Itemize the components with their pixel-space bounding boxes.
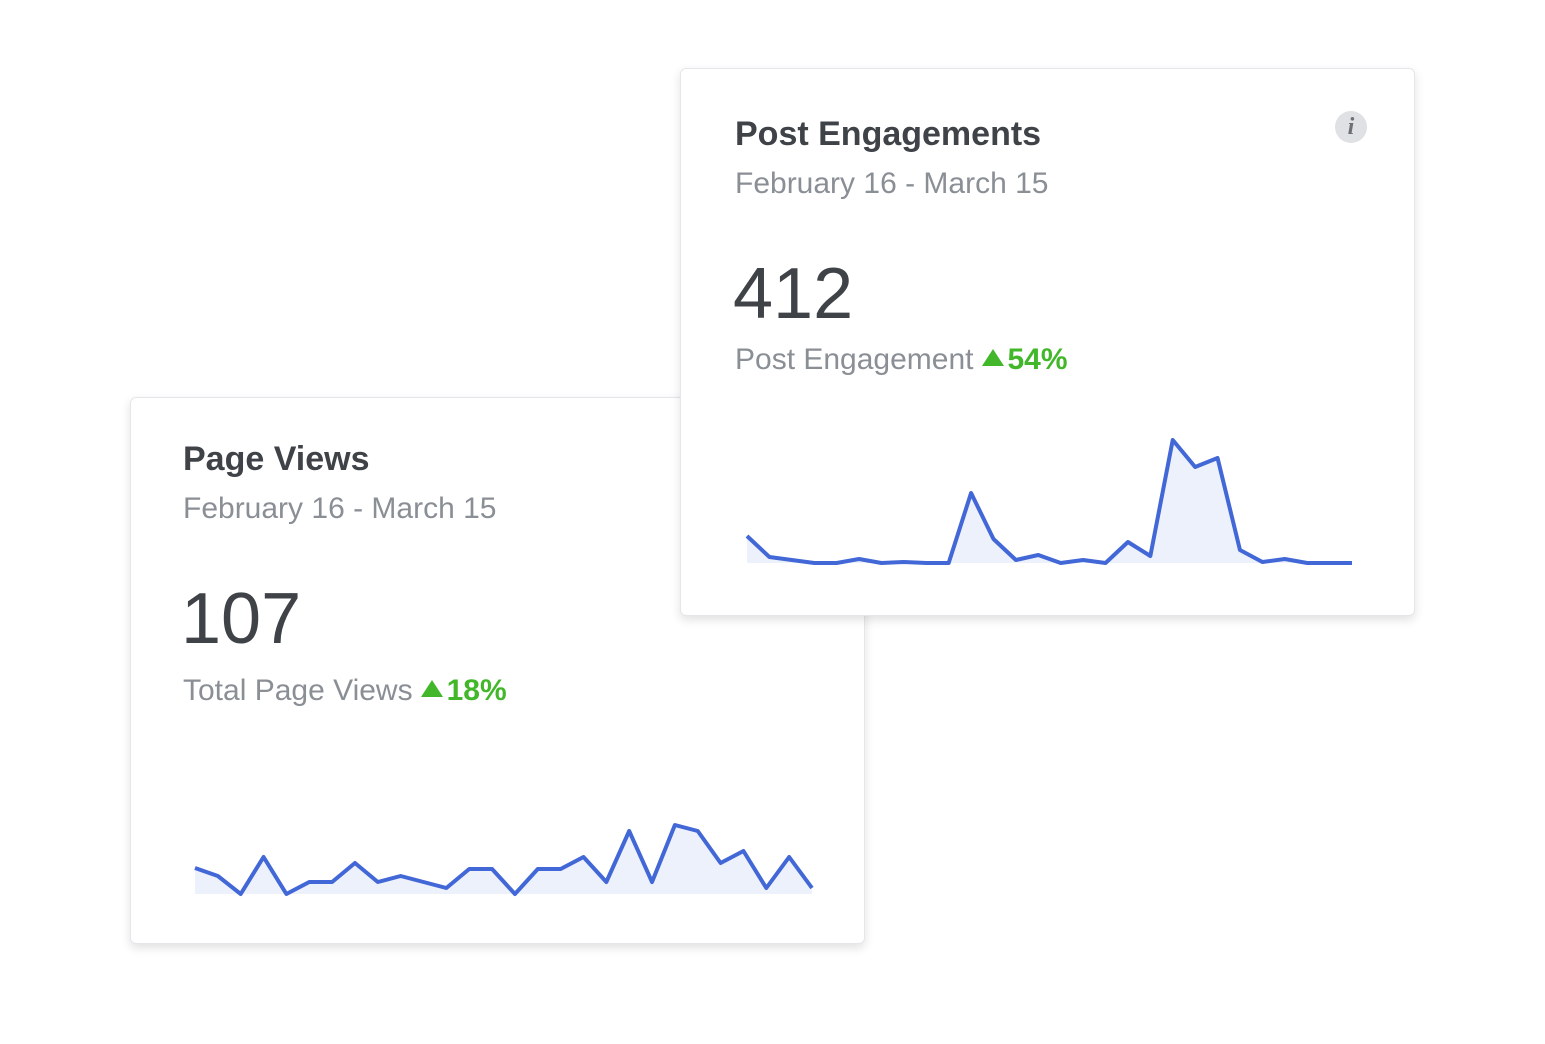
metric-row: Total Page Views 18%: [183, 674, 507, 708]
sparkline-area: [195, 825, 812, 894]
sparkline-line: [194, 823, 814, 896]
metric-label: Total Page Views: [183, 674, 413, 707]
metric-label: Post Engagement: [735, 343, 974, 376]
date-range: February 16 - March 15: [183, 492, 497, 525]
total-value: 412: [733, 254, 854, 334]
sparkline-line: [745, 438, 1352, 565]
total-value: 107: [181, 579, 302, 659]
change: 18%: [446, 674, 507, 707]
post-engagements-card: Post Engagements February 16 - March 15 …: [680, 68, 1415, 616]
sparkline: [745, 438, 1352, 565]
card-title: Post Engagements: [735, 115, 1042, 153]
up-arrow: [420, 680, 443, 697]
sparkline: [194, 823, 814, 896]
metric-row: Post Engagement 54%: [735, 343, 1068, 377]
card-title: Page Views: [183, 440, 370, 478]
change: 54%: [1007, 343, 1068, 376]
sparkline-area: [747, 440, 1352, 563]
up-arrow: [981, 349, 1004, 366]
info-icon[interactable]: i: [1335, 111, 1367, 143]
date-range: February 16 - March 15: [735, 167, 1049, 200]
